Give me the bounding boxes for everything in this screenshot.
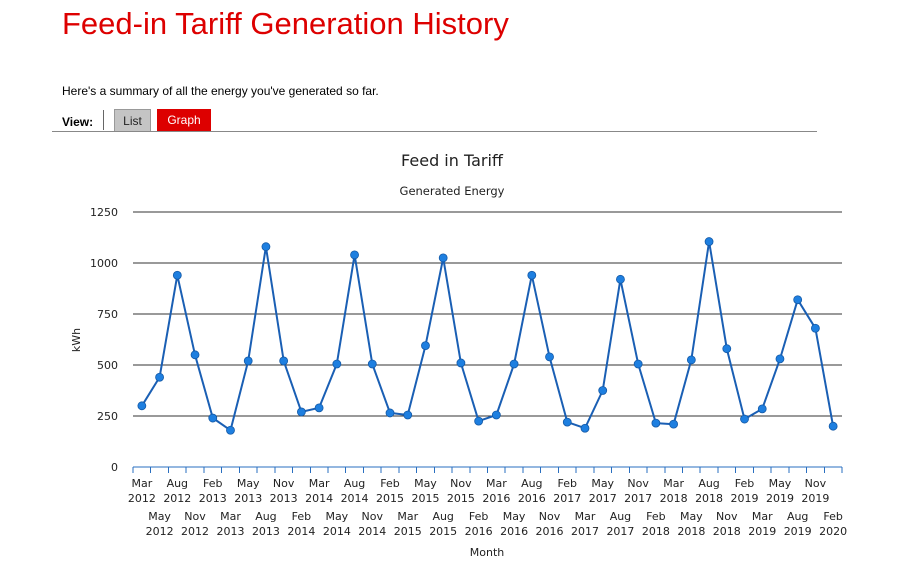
data-point[interactable] bbox=[704, 237, 714, 246]
data-point[interactable] bbox=[740, 414, 749, 424]
x-tick-label: May 2015 bbox=[411, 477, 439, 505]
data-point[interactable] bbox=[722, 344, 732, 354]
y-tick-label: 750 bbox=[97, 308, 118, 321]
x-tick-label: Mar 2019 bbox=[748, 510, 776, 538]
data-point[interactable] bbox=[155, 372, 164, 382]
x-tick-label: Feb 2013 bbox=[199, 477, 227, 505]
data-point[interactable] bbox=[208, 413, 218, 423]
data-point[interactable] bbox=[811, 323, 820, 333]
x-tick-label: Feb 2016 bbox=[465, 510, 493, 538]
data-point[interactable] bbox=[367, 359, 377, 369]
x-tick-label: Mar 2014 bbox=[305, 477, 333, 505]
data-point[interactable] bbox=[314, 403, 324, 413]
data-point[interactable] bbox=[226, 425, 235, 435]
x-tick-label: Feb 2014 bbox=[287, 510, 315, 538]
x-tick-label: Aug 2012 bbox=[163, 477, 191, 505]
x-tick-label: Aug 2019 bbox=[784, 510, 812, 538]
data-point[interactable] bbox=[828, 421, 838, 431]
data-point[interactable] bbox=[438, 253, 448, 263]
view-divider bbox=[103, 110, 104, 130]
chart-subtitle: Generated Energy bbox=[400, 184, 505, 198]
y-tick-label: 0 bbox=[111, 461, 118, 474]
data-point[interactable] bbox=[686, 355, 696, 365]
x-tick-label: Aug 2018 bbox=[695, 477, 723, 505]
x-tick-label: Nov 2014 bbox=[358, 510, 386, 538]
data-point[interactable] bbox=[562, 417, 572, 427]
chart-title: Feed in Tariff bbox=[401, 151, 504, 170]
x-tick-label: Aug 2014 bbox=[341, 477, 369, 505]
data-point[interactable] bbox=[172, 270, 182, 280]
series-line-generated-energy bbox=[141, 240, 835, 432]
data-point[interactable] bbox=[261, 242, 271, 252]
y-tick-label: 250 bbox=[97, 410, 118, 423]
data-point[interactable] bbox=[350, 250, 359, 260]
view-label: View: bbox=[62, 115, 94, 129]
x-tick-label: May 2018 bbox=[677, 510, 705, 538]
x-tick-label: Aug 2017 bbox=[606, 510, 634, 538]
x-tick-label: Mar 2013 bbox=[216, 510, 244, 538]
x-tick-label: Nov 2018 bbox=[713, 510, 741, 538]
data-point[interactable] bbox=[633, 359, 643, 369]
x-tick-label: Aug 2013 bbox=[252, 510, 280, 538]
data-point[interactable] bbox=[545, 352, 554, 362]
x-axis-label: Month bbox=[470, 546, 505, 559]
x-tick-label: Nov 2012 bbox=[181, 510, 209, 538]
x-tick-label: Feb 2015 bbox=[376, 477, 404, 505]
x-tick-label: May 2019 bbox=[766, 477, 794, 505]
y-tick-label: 500 bbox=[97, 359, 118, 372]
data-point[interactable] bbox=[190, 350, 200, 360]
x-tick-label: Feb 2018 bbox=[642, 510, 670, 538]
intro-text: Here's a summary of all the energy you'v… bbox=[62, 84, 379, 98]
x-tick-label: Feb 2019 bbox=[731, 477, 759, 505]
data-point[interactable] bbox=[598, 386, 608, 395]
x-tick-label: Mar 2012 bbox=[128, 477, 156, 505]
data-point[interactable] bbox=[332, 359, 342, 369]
data-point[interactable] bbox=[669, 419, 679, 429]
data-point[interactable] bbox=[137, 401, 147, 411]
tab-graph[interactable]: Graph bbox=[157, 109, 211, 131]
x-tick-label: Mar 2017 bbox=[571, 510, 599, 538]
data-point[interactable] bbox=[616, 274, 625, 284]
view-toolbar: View: List Graph bbox=[52, 108, 817, 132]
data-point[interactable] bbox=[474, 416, 484, 426]
x-tick-label: May 2017 bbox=[589, 477, 617, 505]
data-point[interactable] bbox=[243, 356, 253, 366]
x-tick-label: Nov 2019 bbox=[801, 477, 829, 505]
x-tick-label: Nov 2015 bbox=[447, 477, 475, 505]
data-point[interactable] bbox=[279, 356, 289, 366]
data-point[interactable] bbox=[757, 404, 767, 414]
data-point[interactable] bbox=[491, 410, 501, 420]
x-tick-label: Nov 2016 bbox=[536, 510, 564, 538]
x-tick-label: Aug 2015 bbox=[429, 510, 457, 538]
y-axis-label: kWh bbox=[70, 328, 83, 352]
x-tick-label: May 2012 bbox=[146, 510, 174, 538]
y-tick-label: 1000 bbox=[90, 257, 118, 270]
x-tick-label: Nov 2013 bbox=[270, 477, 298, 505]
x-tick-label: Mar 2015 bbox=[394, 510, 422, 538]
data-point[interactable] bbox=[527, 270, 537, 280]
data-point[interactable] bbox=[385, 408, 395, 418]
data-point[interactable] bbox=[580, 423, 590, 433]
data-point[interactable] bbox=[793, 295, 803, 305]
data-point[interactable] bbox=[509, 359, 519, 369]
data-point[interactable] bbox=[296, 407, 306, 417]
y-tick-label: 1250 bbox=[90, 206, 118, 219]
x-tick-label: May 2014 bbox=[323, 510, 351, 538]
x-tick-label: Mar 2016 bbox=[482, 477, 510, 505]
tab-list[interactable]: List bbox=[114, 109, 151, 131]
x-tick-label: May 2013 bbox=[234, 477, 262, 505]
data-point[interactable] bbox=[456, 358, 466, 368]
data-point[interactable] bbox=[775, 354, 785, 364]
x-tick-label: Feb 2020 bbox=[819, 510, 847, 538]
data-point[interactable] bbox=[651, 418, 661, 428]
x-tick-label: Nov 2017 bbox=[624, 477, 652, 505]
x-tick-label: Aug 2016 bbox=[518, 477, 546, 505]
data-point[interactable] bbox=[421, 341, 430, 351]
page-title: Feed-in Tariff Generation History bbox=[62, 6, 509, 41]
data-point[interactable] bbox=[403, 410, 413, 420]
x-tick-label: Mar 2018 bbox=[660, 477, 688, 505]
x-tick-label: Feb 2017 bbox=[553, 477, 581, 505]
x-tick-label: May 2016 bbox=[500, 510, 528, 538]
